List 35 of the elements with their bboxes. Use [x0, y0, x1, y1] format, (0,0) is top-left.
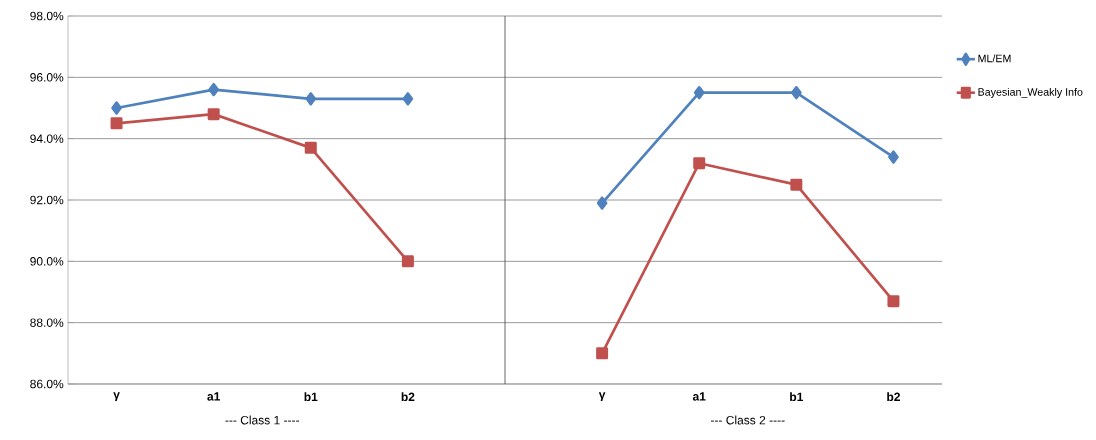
x-tick-label: γ: [598, 392, 606, 402]
point: [208, 82, 220, 97]
y-tick-label: 90.0%: [30, 257, 64, 266]
point: [110, 117, 123, 130]
point: [791, 86, 802, 100]
y-tick-label: 88.0%: [30, 318, 64, 327]
x-tick-label: γ: [113, 392, 120, 402]
legend-label: Bayesian_Weakly Info: [978, 87, 1083, 98]
text: --- Class 1 ----: [225, 415, 300, 425]
x-tick-label: a1: [692, 392, 706, 401]
x-tick-label: b2: [401, 392, 415, 402]
point: [693, 157, 706, 170]
y-tick-label: 92.0%: [30, 195, 64, 205]
y-tick-label: 94.0%: [30, 134, 64, 143]
x-tick-label: a1: [207, 392, 221, 401]
point: [207, 108, 220, 121]
y-tick-label: 86.0%: [30, 379, 64, 389]
y-tick-label: 96.0%: [30, 73, 64, 82]
x-tick-label: b1: [304, 392, 318, 402]
point: [887, 295, 900, 308]
point: [402, 92, 414, 106]
point: [888, 150, 899, 164]
point: [596, 347, 609, 360]
y-tick-label: 98.0%: [30, 11, 64, 21]
point: [304, 141, 317, 154]
x-tick-label: b1: [790, 392, 804, 402]
legend-label: ML/EM: [978, 54, 1011, 63]
point: [790, 178, 803, 191]
point: [305, 92, 317, 106]
point: [111, 101, 122, 115]
point: [693, 86, 705, 100]
point: [596, 196, 608, 210]
text: --- Class 2 ----: [711, 415, 785, 425]
point: [401, 255, 414, 268]
x-tick-label: b2: [887, 392, 900, 402]
